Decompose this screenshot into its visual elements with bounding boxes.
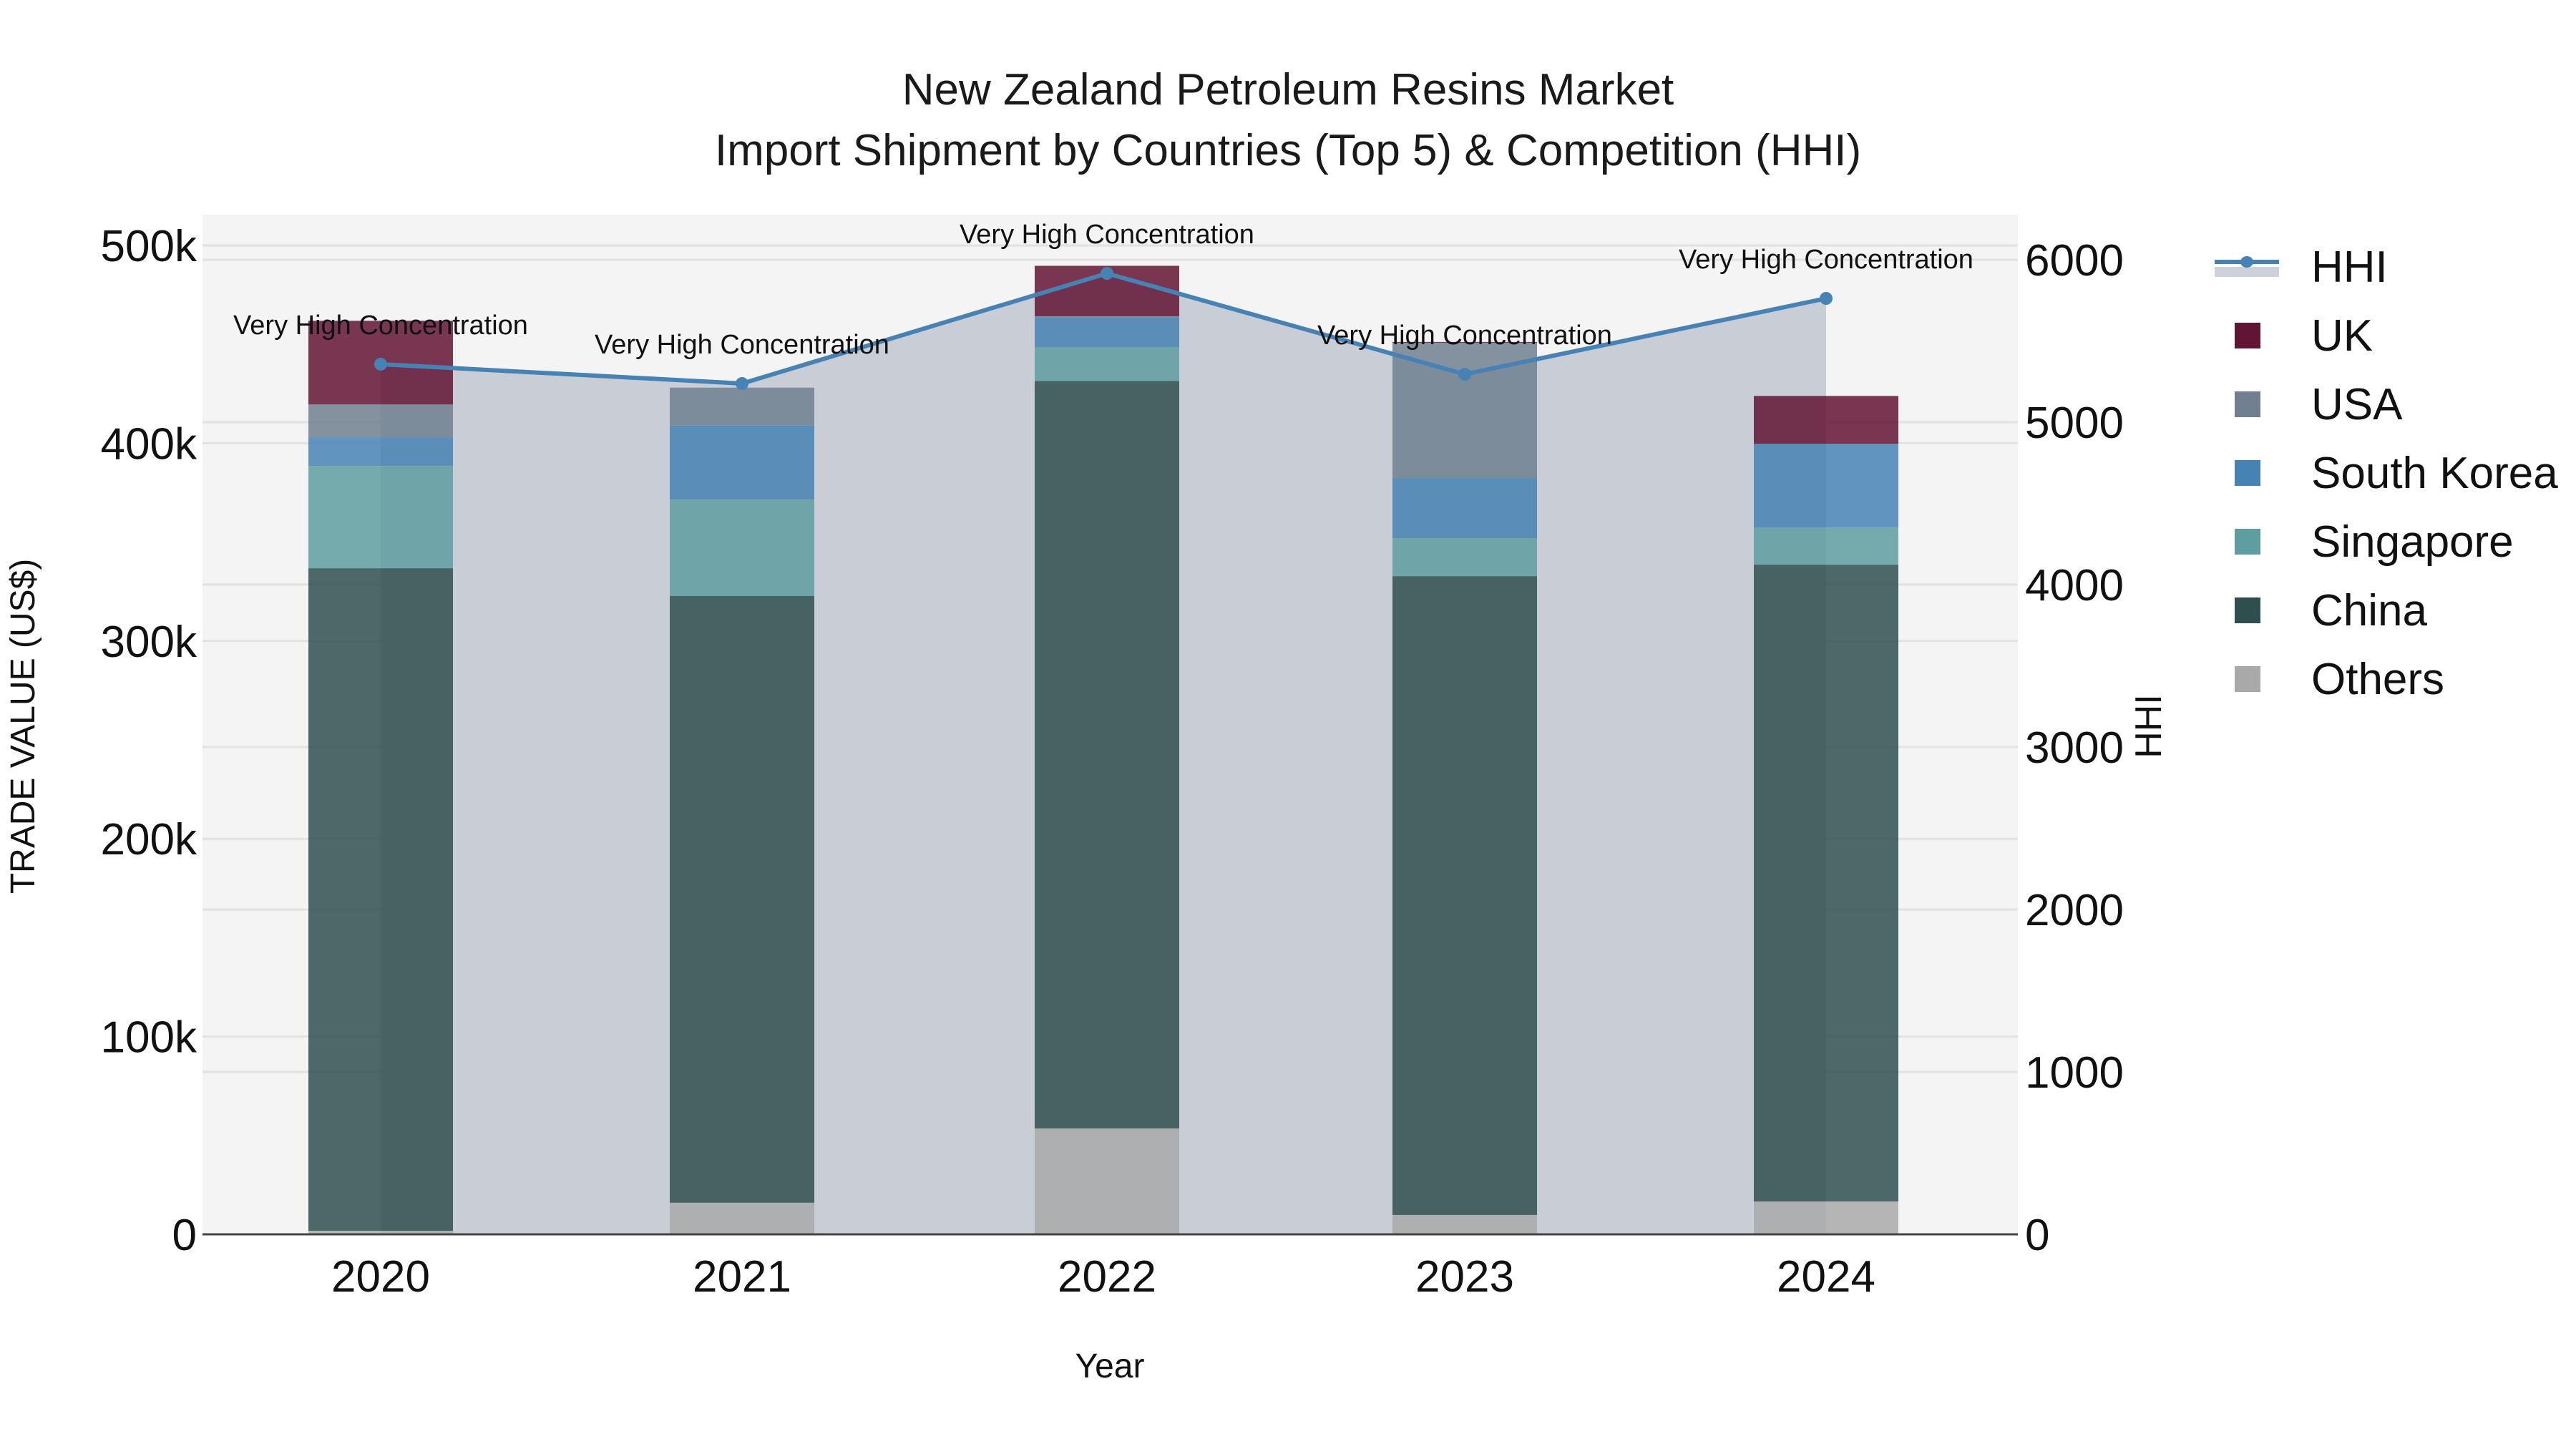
y-left-tick-label: 200k [101, 815, 197, 864]
legend-swatch-icon [2215, 658, 2293, 701]
y-left-tick-label: 300k [101, 618, 197, 667]
legend-swatch-icon [2215, 314, 2293, 357]
legend-line-icon [2215, 245, 2293, 288]
legend-swatch-icon [2215, 520, 2293, 563]
y-right-tick-label: 0 [2025, 1211, 2049, 1260]
hhi-annotation: Very High Concentration [960, 220, 1254, 250]
bar-segment-others-2021 [670, 1202, 814, 1234]
legend-item-hhi[interactable]: HHI [2215, 233, 2558, 301]
x-ticks: 2020 2021 2022 2023 2024 [331, 1252, 1875, 1302]
legend-label: USA [2311, 379, 2403, 429]
chart-title: New Zealand Petroleum Resins Market [902, 65, 1674, 114]
legend: HHI UK USA South Korea Singapore China Others [2215, 233, 2558, 713]
bar-segment-south-korea-2024 [1754, 444, 1898, 528]
legend-item-south-korea[interactable]: South Korea [2215, 439, 2558, 507]
x-axis-label: Year [1075, 1347, 1145, 1385]
bar-segment-others-2023 [1392, 1214, 1537, 1234]
bar-segment-uk-2024 [1754, 396, 1898, 444]
bar-segment-usa-2020 [308, 404, 453, 438]
bar-segment-singapore-2022 [1035, 347, 1179, 381]
bar-segment-south-korea-2022 [1035, 317, 1179, 348]
hhi-annotations: Very High Concentration Very High Concent… [233, 220, 1974, 360]
chart-subtitle: Import Shipment by Countries (Top 5) & C… [714, 126, 1862, 175]
bar-segment-china-2020 [308, 568, 453, 1231]
bar-segment-china-2021 [670, 595, 814, 1203]
hhi-point [374, 357, 387, 371]
y-left-tick-label: 100k [101, 1013, 197, 1063]
legend-item-others[interactable]: Others [2215, 645, 2558, 713]
y-left-ticks: 0 100k 200k 300k 400k 500k [101, 222, 197, 1260]
hhi-point [1820, 292, 1833, 306]
legend-item-singapore[interactable]: Singapore [2215, 507, 2558, 576]
y-left-tick-label: 400k [101, 419, 197, 469]
legend-label: Others [2311, 654, 2445, 704]
x-tick-label: 2020 [331, 1252, 430, 1302]
hhi-point [1101, 267, 1113, 280]
legend-label: HHI [2311, 242, 2388, 292]
bar-segment-usa-2022 [1035, 316, 1179, 318]
legend-label: China [2311, 585, 2427, 635]
x-tick-label: 2021 [693, 1252, 791, 1302]
y-right-axis-label: HHI [2128, 694, 2170, 758]
y-left-tick-label: 500k [101, 222, 197, 271]
y-right-ticks: 0 1000 2000 3000 4000 5000 6000 [2025, 236, 2124, 1260]
bar-segment-china-2024 [1754, 565, 1898, 1202]
x-tick-label: 2022 [1058, 1252, 1156, 1302]
y-right-tick-label: 2000 [2025, 886, 2124, 935]
legend-label: Singapore [2311, 517, 2514, 567]
hhi-point [736, 376, 748, 390]
bar-segment-south-korea-2020 [308, 437, 453, 467]
legend-swatch-icon [2215, 589, 2293, 632]
bar-segment-others-2024 [1754, 1201, 1898, 1234]
legend-label: South Korea [2311, 448, 2558, 498]
bar-segment-singapore-2021 [670, 499, 814, 596]
y-left-tick-label: 0 [172, 1211, 197, 1260]
hhi-point [1458, 368, 1471, 381]
bar-segment-singapore-2023 [1392, 538, 1537, 577]
legend-swatch-icon [2215, 383, 2293, 426]
bar-segment-others-2020 [308, 1231, 453, 1234]
stacked-bars [308, 265, 1898, 1234]
bar-segment-others-2022 [1035, 1128, 1179, 1234]
hhi-annotation: Very High Concentration [1317, 321, 1612, 351]
bar-segment-singapore-2020 [308, 466, 453, 569]
hhi-annotation: Very High Concentration [595, 330, 889, 360]
bar-segment-singapore-2024 [1754, 527, 1898, 565]
bar-segment-south-korea-2023 [1392, 478, 1537, 539]
hhi-annotation: Very High Concentration [1679, 245, 1974, 275]
legend-label: UK [2311, 311, 2373, 361]
legend-item-usa[interactable]: USA [2215, 370, 2558, 439]
x-tick-label: 2023 [1415, 1252, 1514, 1302]
legend-swatch-icon [2215, 452, 2293, 494]
bar-segment-china-2023 [1392, 576, 1537, 1215]
y-left-axis-label: TRADE VALUE (US$) [4, 559, 42, 894]
bar-segment-usa-2021 [670, 387, 814, 426]
bar-segment-south-korea-2021 [670, 425, 814, 499]
bar-segment-china-2022 [1035, 381, 1179, 1129]
y-right-tick-label: 4000 [2025, 561, 2124, 610]
hhi-line [374, 267, 1833, 390]
bar-segment-uk-2023 [1392, 341, 1537, 343]
hhi-annotation: Very High Concentration [233, 311, 528, 341]
y-right-tick-label: 1000 [2025, 1048, 2124, 1098]
y-right-tick-label: 6000 [2025, 236, 2124, 286]
y-right-tick-label: 3000 [2025, 723, 2124, 773]
legend-item-uk[interactable]: UK [2215, 301, 2558, 370]
y-right-tick-label: 5000 [2025, 399, 2124, 448]
x-tick-label: 2024 [1777, 1252, 1875, 1302]
legend-item-china[interactable]: China [2215, 576, 2558, 645]
